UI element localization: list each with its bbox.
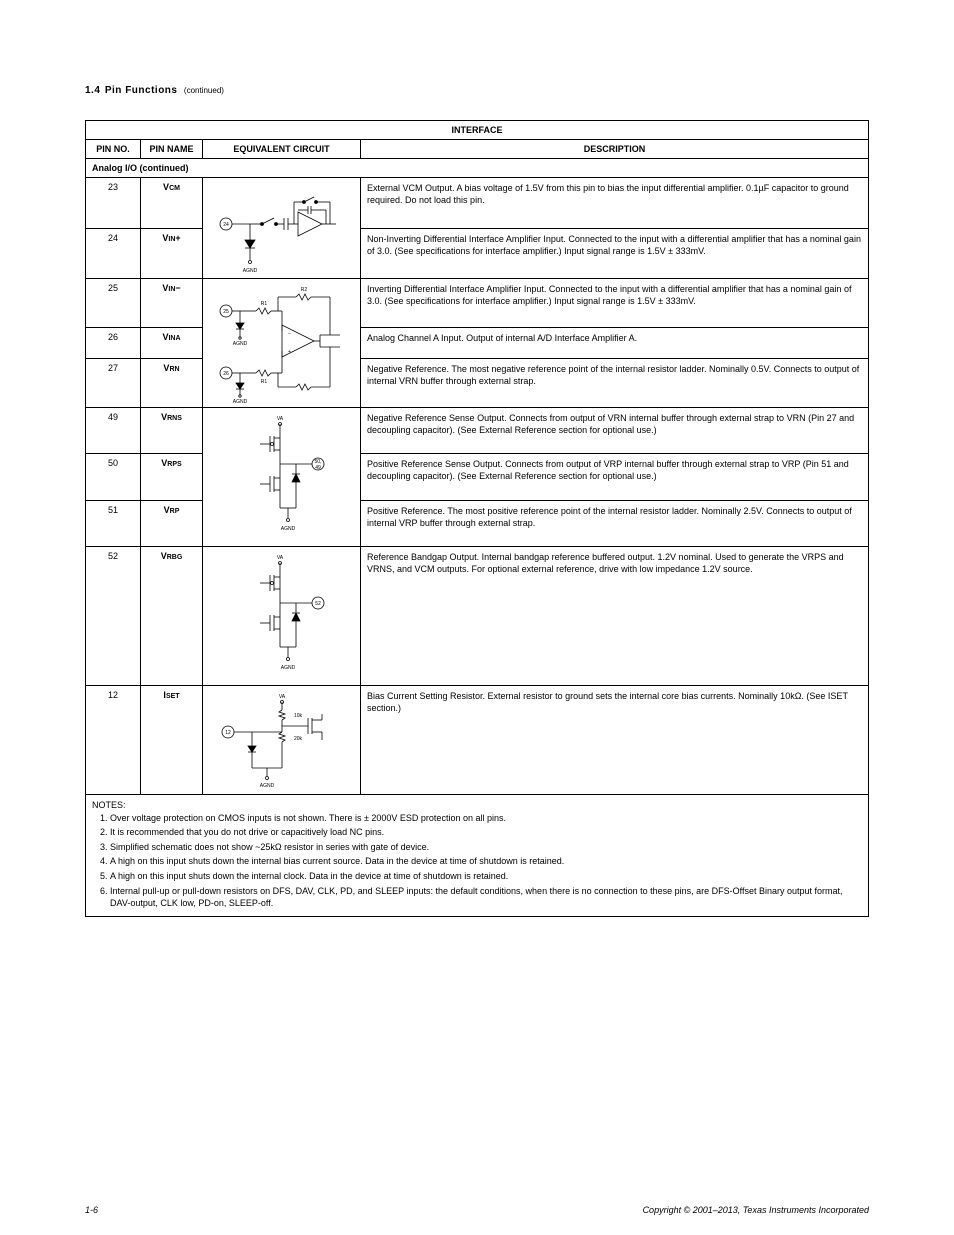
svg-text:49: 49 bbox=[315, 465, 321, 471]
equiv-circuit: VA bbox=[203, 408, 361, 547]
pin-no: 52 bbox=[86, 547, 141, 686]
pin-desc: External VCM Output. A bias voltage of 1… bbox=[361, 178, 869, 229]
svg-text:12: 12 bbox=[225, 730, 231, 736]
copyright: Copyright © 2001–2013, Texas Instruments… bbox=[643, 1205, 869, 1215]
page-number: 1-6 bbox=[85, 1205, 98, 1215]
notes-heading: NOTES: bbox=[92, 800, 126, 810]
equiv-circuit: VA 10k 12 bbox=[203, 686, 361, 795]
notes-row: NOTES: Over voltage protection on CMOS i… bbox=[86, 795, 869, 917]
svg-text:52: 52 bbox=[315, 601, 321, 607]
section-number: 1.4 bbox=[85, 85, 100, 96]
col-equiv-circuit: EQUIVALENT CIRCUIT bbox=[203, 140, 361, 159]
pin-name: VINA bbox=[141, 327, 203, 358]
table-row: 52 VRBG VA bbox=[86, 547, 869, 686]
continued-label: (continued) bbox=[184, 86, 224, 95]
section-title: Pin Functions bbox=[105, 85, 178, 96]
note-item: Over voltage protection on CMOS inputs i… bbox=[110, 812, 862, 825]
equiv-circuit: 24 AGND bbox=[203, 178, 361, 279]
note-item: Simplified schematic does not show ~25kΩ… bbox=[110, 841, 862, 854]
svg-text:R1: R1 bbox=[260, 301, 267, 307]
svg-text:−: − bbox=[288, 331, 291, 337]
pin-desc: Bias Current Setting Resistor. External … bbox=[361, 686, 869, 795]
pin-desc: Non-Inverting Differential Interface Amp… bbox=[361, 228, 869, 279]
pin-desc: Reference Bandgap Output. Internal bandg… bbox=[361, 547, 869, 686]
col-pin-no: PIN NO. bbox=[86, 140, 141, 159]
svg-text:26: 26 bbox=[223, 371, 229, 377]
pin-no: 25 bbox=[86, 279, 141, 328]
pin-no: 51 bbox=[86, 500, 141, 546]
table-row: 49 VRNS VA bbox=[86, 408, 869, 454]
pin-no: 26 bbox=[86, 327, 141, 358]
page-footer: 1-6 Copyright © 2001–2013, Texas Instrum… bbox=[85, 1205, 869, 1215]
table-title: INTERFACE bbox=[86, 121, 869, 140]
push-pull-4950-icon: VA bbox=[222, 412, 342, 542]
note-item: A high on this input shuts down the inte… bbox=[110, 855, 862, 868]
col-pin-name: PIN NAME bbox=[141, 140, 203, 159]
note-item: Internal pull-up or pull-down resistors … bbox=[110, 885, 862, 910]
section-heading-row: Analog I/O (continued) bbox=[86, 159, 869, 178]
pin-no: 23 bbox=[86, 178, 141, 229]
svg-text:AGND: AGND bbox=[232, 341, 247, 347]
svg-text:R2: R2 bbox=[300, 287, 307, 293]
pin-no: 27 bbox=[86, 359, 141, 408]
table-title-row: INTERFACE bbox=[86, 121, 869, 140]
svg-text:+: + bbox=[288, 349, 291, 355]
svg-text:VA: VA bbox=[276, 555, 283, 561]
table-row: 12 ISET VA 10k bbox=[86, 686, 869, 795]
pin-desc: Negative Reference. The most negative re… bbox=[361, 359, 869, 408]
pin-desc: Analog Channel A Input. Output of intern… bbox=[361, 327, 869, 358]
diff-amp-circuit-icon: 25 AGND 26 bbox=[212, 283, 352, 403]
svg-text:10k: 10k bbox=[294, 713, 303, 719]
svg-text:AGND: AGND bbox=[259, 783, 274, 789]
svg-text:20k: 20k bbox=[294, 736, 303, 742]
push-pull-52-icon: VA 52 bbox=[222, 551, 342, 681]
pin-name: VRP bbox=[141, 500, 203, 546]
svg-text:AGND: AGND bbox=[280, 526, 295, 532]
pin-name: VRNS bbox=[141, 408, 203, 454]
pin-name: VRN bbox=[141, 359, 203, 408]
section-header: 1.4 Pin Functions (continued) bbox=[85, 80, 869, 98]
svg-text:25: 25 bbox=[223, 309, 229, 315]
svg-text:AGND: AGND bbox=[242, 268, 257, 274]
pin-name: VIN+ bbox=[141, 228, 203, 279]
svg-text:VA: VA bbox=[278, 694, 285, 700]
svg-text:VA: VA bbox=[276, 416, 283, 422]
iset-circuit-icon: VA 10k 12 bbox=[212, 690, 352, 790]
notes-list: Over voltage protection on CMOS inputs i… bbox=[92, 812, 862, 910]
svg-text:AGND: AGND bbox=[280, 665, 295, 671]
pin-no: 12 bbox=[86, 686, 141, 795]
svg-text:24: 24 bbox=[223, 222, 229, 228]
svg-text:AGND: AGND bbox=[232, 399, 247, 403]
pin-name: VIN− bbox=[141, 279, 203, 328]
pin-functions-table: INTERFACE PIN NO. PIN NAME EQUIVALENT CI… bbox=[85, 120, 869, 917]
pin-no: 50 bbox=[86, 454, 141, 500]
pin-name: VRPS bbox=[141, 454, 203, 500]
pin-name: VCM bbox=[141, 178, 203, 229]
pin-desc: Positive Reference Sense Output. Connect… bbox=[361, 454, 869, 500]
svg-text:R1: R1 bbox=[260, 379, 267, 385]
pin-no: 24 bbox=[86, 228, 141, 279]
note-item: It is recommended that you do not drive … bbox=[110, 826, 862, 839]
notes-cell: NOTES: Over voltage protection on CMOS i… bbox=[86, 795, 869, 917]
pin-no: 49 bbox=[86, 408, 141, 454]
pin-name: VRBG bbox=[141, 547, 203, 686]
pin-desc: Negative Reference Sense Output. Connect… bbox=[361, 408, 869, 454]
col-description: DESCRIPTION bbox=[361, 140, 869, 159]
pin-desc: Positive Reference. The most positive re… bbox=[361, 500, 869, 546]
pin-name: ISET bbox=[141, 686, 203, 795]
vcm-circuit-icon: 24 AGND bbox=[212, 182, 352, 274]
table-row: 23 VCM 24 bbox=[86, 178, 869, 229]
section-heading: Analog I/O (continued) bbox=[86, 159, 869, 178]
pin-desc: Inverting Differential Interface Amplifi… bbox=[361, 279, 869, 328]
note-item: A high on this input shuts down the inte… bbox=[110, 870, 862, 883]
equiv-circuit: 25 AGND 26 bbox=[203, 279, 361, 408]
table-header-row: PIN NO. PIN NAME EQUIVALENT CIRCUIT DESC… bbox=[86, 140, 869, 159]
table-row: 25 VIN− 25 bbox=[86, 279, 869, 328]
equiv-circuit: VA 52 bbox=[203, 547, 361, 686]
